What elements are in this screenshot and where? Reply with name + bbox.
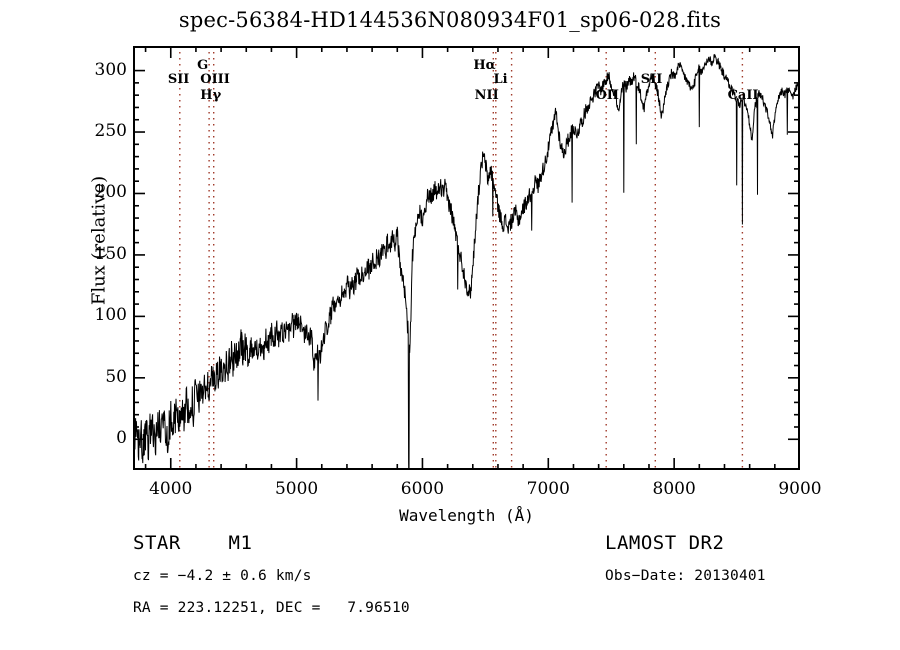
page-title: spec-56384-HD144536N080934F01_sp06-028.f… [178, 8, 722, 32]
line-label-OIII-2: OIII [200, 72, 230, 87]
y-tick-300: 300 [94, 59, 127, 80]
x-axis-title: Wavelength (Å) [399, 506, 534, 525]
spectrum-svg [133, 46, 800, 470]
y-tick-100: 100 [94, 305, 127, 326]
survey-name: LAMOST DR2 [605, 532, 725, 554]
y-tick-200: 200 [94, 182, 127, 203]
x-tick-6000: 6000 [400, 479, 445, 499]
y-axis-tick-labels: 300 250 200 150 100 50 0 [75, 46, 127, 470]
x-tick-9000: 9000 [778, 479, 822, 499]
x-tick-5000: 5000 [274, 479, 319, 499]
plot-frame [133, 46, 800, 470]
plot-area: SII G OIII Hγ Hα Li NII OII SII CaII [133, 46, 800, 470]
line-label-Hγ-3: Hγ [200, 88, 222, 103]
y-tick-50: 50 [105, 366, 127, 387]
y-tick-0: 0 [116, 428, 127, 449]
line-label-G-1: G [197, 58, 209, 73]
object-class: STAR M1 [133, 532, 253, 554]
coordinates: RA = 223.12251, DEC = 7.96510 [133, 600, 410, 616]
redshift-velocity: cz = −4.2 ± 0.6 km/s [133, 568, 312, 584]
line-label-NII-6: NII [474, 88, 499, 103]
x-tick-4000: 4000 [149, 479, 193, 499]
spectrum-trace [133, 53, 800, 470]
y-tick-150: 150 [94, 243, 127, 264]
line-label-SII-8: SII [640, 72, 663, 87]
x-tick-7000: 7000 [526, 479, 570, 499]
line-label-SII-0: SII [167, 72, 190, 87]
line-label-OII-7: OII [595, 88, 619, 103]
spectrum-canvas [133, 46, 800, 470]
x-tick-8000: 8000 [652, 479, 696, 499]
metadata-footer: STAR M1 LAMOST DR2 cz = −4.2 ± 0.6 km/s … [0, 528, 900, 638]
line-label-Hα-4: Hα [473, 58, 496, 73]
y-tick-250: 250 [94, 121, 127, 142]
line-label-Li-5: Li [493, 72, 508, 87]
line-label-CaII-9: CaII [727, 88, 759, 103]
observation-date: Obs−Date: 20130401 [605, 568, 766, 584]
x-axis-tick-labels: 4000 5000 6000 7000 8000 9000 [133, 479, 822, 503]
